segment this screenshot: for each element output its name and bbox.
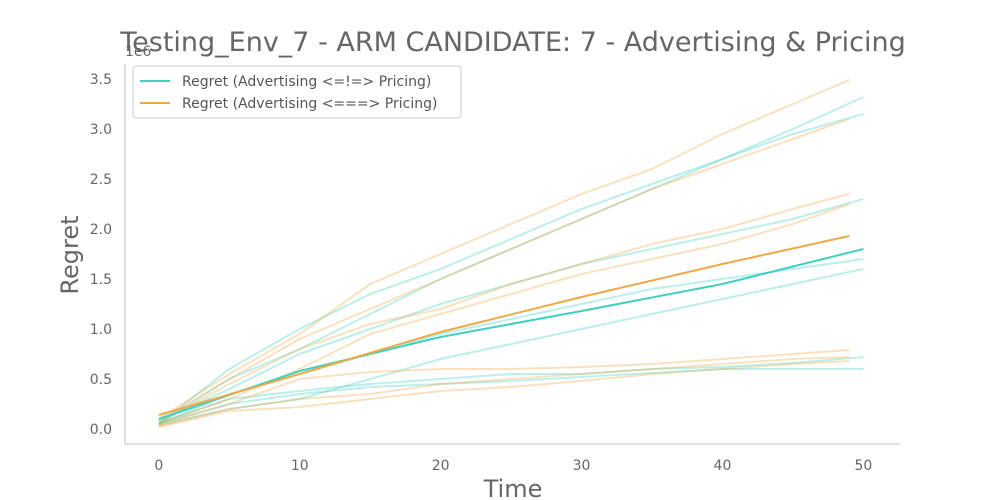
y-tick-label: 1.5 — [90, 272, 112, 288]
mean-line — [158, 235, 850, 416]
x-tick-label: 0 — [154, 458, 163, 474]
run-line — [158, 368, 864, 425]
legend-box — [132, 65, 462, 119]
run-line — [158, 203, 850, 425]
x-tick-label: 40 — [714, 458, 732, 474]
x-tick-label: 50 — [854, 458, 872, 474]
y-tick-label: 2.5 — [90, 172, 112, 188]
x-tick-label: 30 — [573, 458, 591, 474]
y-tick-label: 0.5 — [90, 372, 112, 388]
x-axis-label: Time — [483, 475, 543, 500]
run-line — [158, 118, 850, 422]
run-line — [158, 356, 850, 427]
y-tick-label: 1.0 — [90, 322, 112, 338]
run-line — [158, 356, 864, 424]
y-tick-label: 3.0 — [90, 122, 112, 138]
y-tick-label: 3.5 — [90, 72, 112, 88]
run-line — [158, 349, 850, 426]
x-tick-labels: 0 10 20 30 40 50 — [154, 458, 872, 474]
legend-entry-label: Regret (Advertising <=!=> Pricing) — [182, 74, 431, 90]
x-tick-label: 20 — [432, 458, 450, 474]
y-scale-multiplier: 1e6 — [125, 44, 152, 60]
y-axis-label: Regret — [56, 215, 84, 294]
chart-title: Testing_Env_7 - ARM CANDIDATE: 7 - Adver… — [119, 27, 906, 58]
run-line — [158, 79, 850, 420]
run-line — [158, 360, 850, 428]
run-line — [158, 198, 864, 422]
y-tick-label: 0.0 — [90, 422, 112, 438]
run-line — [158, 268, 864, 426]
legend: Regret (Advertising <=!=> Pricing) Regret… — [132, 65, 462, 119]
y-tick-label: 2.0 — [90, 222, 112, 238]
run-lines — [158, 79, 864, 428]
run-line — [158, 113, 864, 425]
legend-entry-label: Regret (Advertising <===> Pricing) — [182, 96, 437, 112]
x-tick-label: 10 — [291, 458, 309, 474]
run-line — [158, 96, 864, 425]
mean-line — [158, 248, 864, 420]
y-tick-labels: 0.0 0.5 1.0 1.5 2.0 2.5 3.0 3.5 — [90, 72, 112, 438]
run-line — [158, 193, 850, 424]
mean-lines — [158, 235, 864, 420]
